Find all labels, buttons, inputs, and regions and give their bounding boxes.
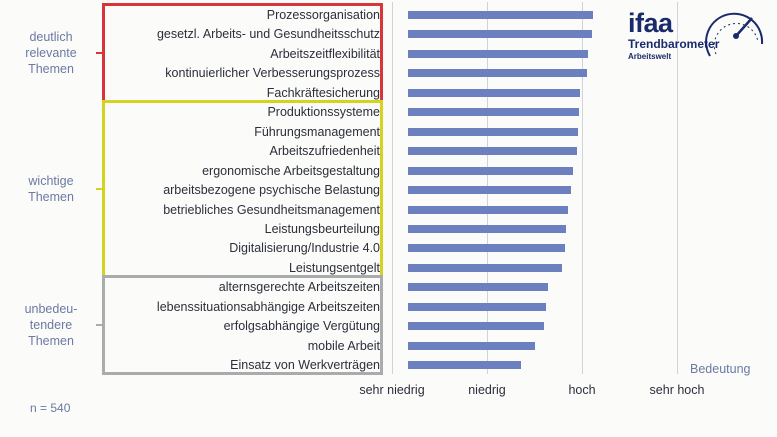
category-label: Produktionssysteme xyxy=(267,105,380,120)
category-label: betriebliches Gesundheitsmanagement xyxy=(163,202,380,217)
bar xyxy=(408,263,563,272)
bar xyxy=(408,302,546,311)
x-tick-label: hoch xyxy=(568,383,596,397)
category-label: kontinuierlicher Verbesserungsprozess xyxy=(165,66,380,81)
gridline xyxy=(676,2,678,374)
sample-size-note: n = 540 xyxy=(30,401,71,415)
category-label: Einsatz von Werkverträgen xyxy=(230,358,380,373)
category-label: Arbeitszufriedenheit xyxy=(269,144,380,159)
group-connector xyxy=(96,51,102,54)
bar xyxy=(408,88,581,97)
group-label: unbedeu- tendere Themen xyxy=(24,302,78,349)
bar xyxy=(408,361,522,370)
category-label: Prozessorganisation xyxy=(266,8,380,22)
logo-subtitle: Trendbarometer xyxy=(628,37,720,51)
bar xyxy=(408,108,580,117)
bar xyxy=(408,127,579,136)
bar xyxy=(408,205,568,214)
logo-wordmark: ifaa xyxy=(628,8,673,38)
bar xyxy=(408,11,594,19)
group-label: wichtige Themen xyxy=(28,174,74,205)
group-label: deutlich relevante Themen xyxy=(25,29,77,76)
group-connector xyxy=(96,188,102,191)
gauge-icon xyxy=(705,12,764,57)
category-label: arbeitsbezogene psychische Belastung xyxy=(163,183,380,198)
bar xyxy=(408,49,588,58)
bar xyxy=(408,166,574,175)
category-label: lebenssituationsabhängige Arbeitszeiten xyxy=(156,299,380,314)
category-label: gesetzl. Arbeits- und Gesundheitsschutz xyxy=(156,27,380,42)
category-label: Digitalisierung/Industrie 4.0 xyxy=(229,241,380,256)
category-label: Arbeitszeitflexibilität xyxy=(270,46,380,61)
x-tick-label: niedrig xyxy=(468,383,506,397)
category-label: erfolgsabhängige Vergütung xyxy=(223,319,380,334)
bar xyxy=(408,30,593,39)
group-frame xyxy=(102,275,383,376)
category-label: alternsgerechte Arbeitszeiten xyxy=(218,280,380,295)
category-label: Führungsmanagement xyxy=(254,124,380,139)
bar xyxy=(408,341,535,350)
bar xyxy=(408,244,565,253)
gridline xyxy=(391,2,393,374)
bar xyxy=(408,283,548,292)
bar xyxy=(408,186,571,195)
x-axis-title: Bedeutung xyxy=(690,362,751,376)
category-label: Leistungsbeurteilung xyxy=(264,221,380,236)
group-connector xyxy=(96,324,102,327)
x-tick-label: sehr hoch xyxy=(649,383,705,397)
category-label: Fachkräftesicherung xyxy=(266,85,380,100)
gridline xyxy=(581,2,583,374)
bar xyxy=(408,224,566,233)
category-label: Leistungsentgelt xyxy=(288,260,380,275)
category-label: mobile Arbeit xyxy=(307,338,380,353)
x-tick-label: sehr niedrig xyxy=(359,383,425,397)
category-label: ergonomische Arbeitsgestaltung xyxy=(202,163,380,178)
ifaa-logo: ifaa Trendbarometer Arbeitswelt xyxy=(622,4,772,74)
bar xyxy=(408,147,578,156)
bar xyxy=(408,69,587,78)
bar xyxy=(408,322,544,331)
logo-subtitle-small: Arbeitswelt xyxy=(628,52,672,61)
